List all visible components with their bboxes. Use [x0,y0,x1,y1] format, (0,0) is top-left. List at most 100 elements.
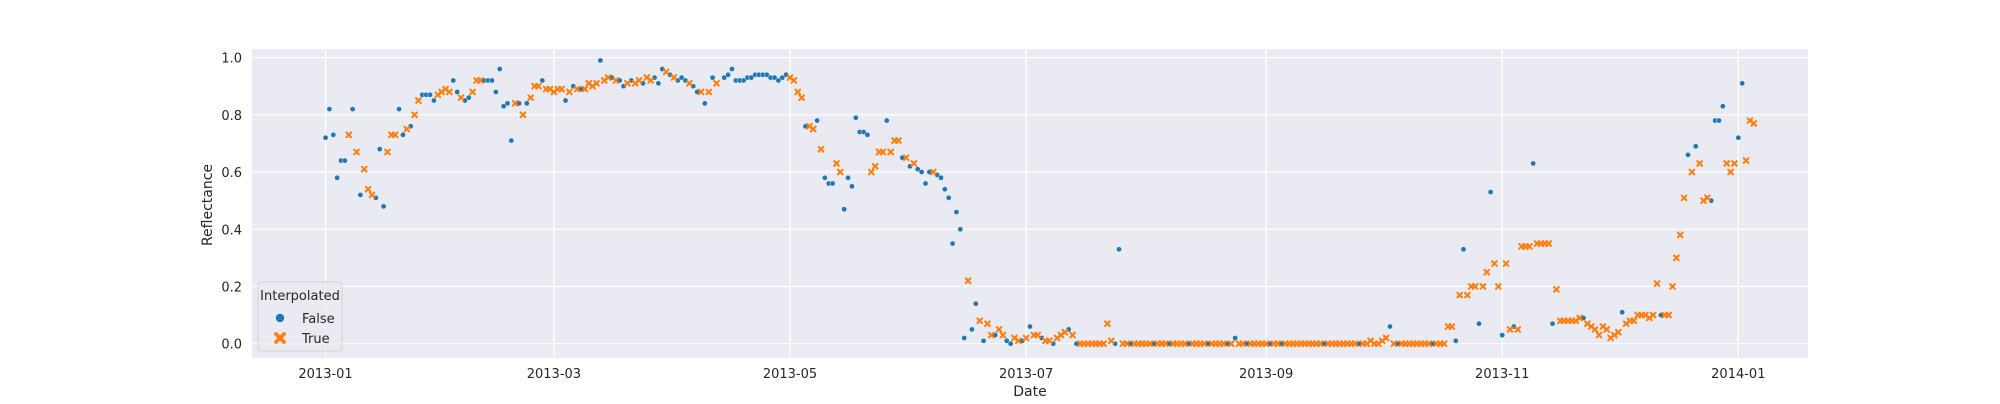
data-point-false [725,71,731,78]
legend-marker-false [275,313,285,323]
data-point-false [1116,246,1122,253]
data-point-false [357,192,364,198]
x-tick-label: 2013-07 [999,367,1053,382]
data-point-true [976,317,984,325]
data-point-false [973,300,979,307]
data-point-false [980,338,987,344]
data-point-true [403,125,411,133]
data-point-false [597,57,604,64]
data-point-false [454,89,460,95]
legend-box [257,281,343,352]
data-point-false [845,174,851,181]
data-point-true [1107,337,1115,345]
data-point-false [822,174,828,181]
data-point-true [624,79,631,87]
data-point-false [922,180,929,187]
y-tick-label: 0.4 [221,223,242,238]
data-point-true [1703,194,1711,202]
y-tick-label: 0.6 [221,166,242,181]
data-point-false [729,66,735,72]
data-point-true [1491,260,1498,267]
data-point-true [1440,340,1448,348]
data-point-true [1603,326,1611,333]
data-point-false [942,186,948,192]
x-tick-label: 2013-01 [298,367,352,382]
data-point-false [1739,80,1745,87]
x-tick-label: 2013-09 [1239,367,1293,382]
data-point-true [1676,231,1684,239]
legend-title: Interpolated [260,289,340,304]
data-point-true [647,77,655,84]
y-axis-label: Reflectance [200,164,216,246]
data-point-false [1499,332,1506,338]
data-point-true [360,165,368,173]
legend-label-true: True [301,332,330,347]
data-point-true [1630,317,1638,325]
data-point-true [1742,157,1750,164]
data-point-true [511,99,519,107]
data-point-true [895,137,902,144]
y-tick-label: 0.0 [221,338,242,353]
data-point-true [995,326,1003,333]
data-point-false [775,77,782,84]
data-point-false [814,117,820,124]
data-point-true [670,74,678,81]
data-point-true [1479,283,1487,290]
data-point-true [1545,240,1553,247]
data-point-false [1692,143,1699,150]
data-point-true [1239,340,1247,348]
data-points [322,57,1758,348]
data-point-true [1696,160,1704,167]
data-point-true [1483,268,1491,276]
data-point-true [1061,328,1069,336]
data-point-false [771,74,778,81]
data-point-false [1716,117,1722,124]
data-point-true [411,111,418,119]
data-point-false [396,106,402,112]
y-tick-label: 0.8 [221,109,242,124]
data-point-true [1525,243,1533,250]
data-point-true [1553,285,1560,293]
data-point-true [353,148,360,156]
data-point-false [748,74,755,81]
data-point-true [1727,168,1734,176]
data-point-true [1382,334,1390,342]
data-point-true [604,74,612,81]
data-point-true [1653,280,1661,287]
data-point-true [902,154,910,162]
data-point-true [1448,323,1456,330]
data-point-false [1027,323,1033,330]
data-point-false [779,74,786,81]
data-point-true [705,88,713,96]
data-point-true [871,162,879,170]
data-point-false [1619,309,1626,316]
data-point-false [1487,189,1494,195]
data-point-true [345,131,353,139]
data-point-true [1390,340,1398,348]
data-point-false [496,66,503,72]
data-point-true [1494,283,1502,290]
data-point-true [1069,331,1076,339]
data-point-true [1723,160,1731,167]
data-point-true [527,94,535,102]
data-point-false [400,132,406,138]
data-point-true [809,125,817,133]
data-point-true [686,79,693,87]
data-point-true [987,331,995,339]
data-point-true [1425,340,1433,348]
y-gridlines [252,56,1808,345]
data-point-false [508,137,515,144]
data-point-true [1104,320,1111,328]
plot-background [252,49,1808,358]
data-point-true [1471,283,1479,290]
data-point-true [790,77,798,84]
data-point-false [342,157,348,164]
data-point-false [860,129,867,135]
data-point-false [841,206,848,213]
data-point-true [1351,340,1359,348]
data-point-false [953,209,960,215]
data-point-true [1022,334,1030,342]
data-point-true [368,191,376,199]
data-point-true [1262,340,1270,348]
